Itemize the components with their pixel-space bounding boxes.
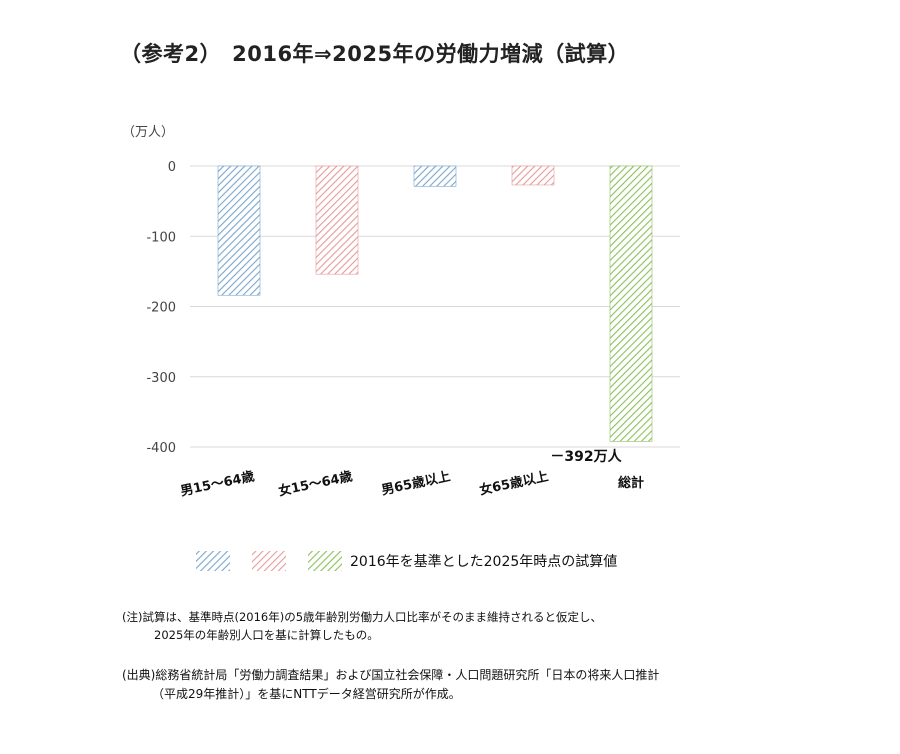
- legend-swatch: [252, 551, 286, 571]
- y-tick-label: 0: [168, 160, 176, 175]
- y-tick-label: -200: [146, 301, 176, 316]
- footnote-line-2: 2025年の年齢別人口を基に計算したもの。: [154, 628, 379, 642]
- bar: [511, 165, 555, 186]
- category-label: 女15～64歳: [277, 468, 354, 499]
- bar: [315, 165, 359, 275]
- legend: 2016年を基準とした2025年時点の試算値: [196, 551, 617, 571]
- source-line-1: (出典)総務省統計局「労働力調査結果」および国立社会保障・人口問題研究所「日本の…: [122, 668, 660, 682]
- bars: [217, 165, 653, 442]
- bar: [413, 165, 457, 187]
- category-label: 男65歳以上: [380, 468, 452, 498]
- category-label: 女65歳以上: [478, 468, 550, 498]
- total-annotation: －392万人: [550, 448, 622, 465]
- footnote: (注)試算は、基準時点(2016年)の5歳年齢別労働力人口比率がそのまま維持され…: [122, 608, 602, 644]
- legend-swatch: [196, 551, 230, 571]
- gridlines: [190, 165, 680, 448]
- footnote-line-1: (注)試算は、基準時点(2016年)の5歳年齢別労働力人口比率がそのまま維持され…: [122, 610, 603, 624]
- y-axis-unit-label: （万人）: [122, 125, 174, 140]
- bar: [217, 165, 261, 296]
- category-label: 男15～64歳: [179, 468, 256, 499]
- chart-title: （参考2） 2016年⇒2025年の労働力増減（試算）: [120, 42, 630, 66]
- y-tick-label: -300: [146, 371, 176, 386]
- category-label: 総計: [618, 475, 644, 491]
- legend-swatch: [308, 551, 342, 571]
- y-axis-ticks: 0 -100 -200 -300 -400: [146, 160, 176, 456]
- source-line-2: （平成29年推計）」を基にNTTデータ経営研究所が作成。: [152, 687, 461, 701]
- y-tick-label: -100: [146, 230, 176, 245]
- legend-label: 2016年を基準とした2025年時点の試算値: [350, 553, 617, 570]
- y-tick-label: -400: [146, 441, 176, 456]
- source-note: (出典)総務省統計局「労働力調査結果」および国立社会保障・人口問題研究所「日本の…: [122, 666, 659, 704]
- bar: [609, 165, 653, 442]
- category-labels: 男15～64歳 女15～64歳 男65歳以上 女65歳以上 総計: [179, 468, 644, 499]
- bar-chart: （万人） 0 -100 -200 -300 -400 男15～64歳 女15～64歳 男65…: [122, 125, 680, 571]
